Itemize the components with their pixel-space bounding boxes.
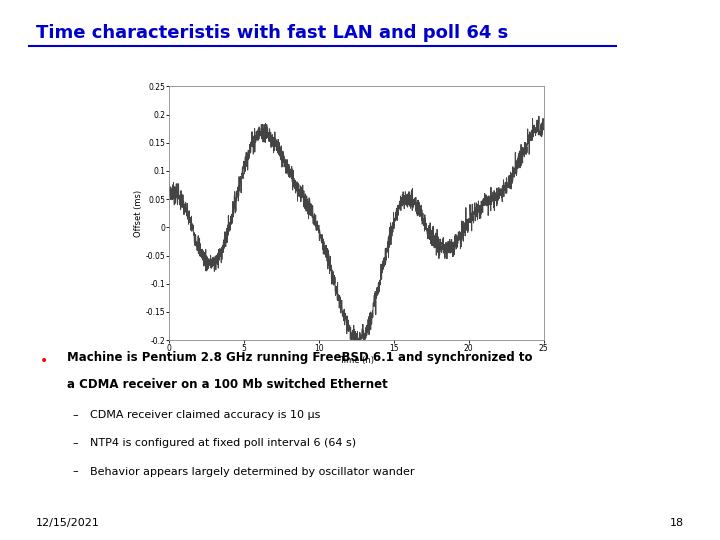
Text: •: • (40, 354, 48, 368)
Text: NTP4 is configured at fixed poll interval 6 (64 s): NTP4 is configured at fixed poll interva… (90, 438, 356, 449)
Text: a CDMA receiver on a 100 Mb switched Ethernet: a CDMA receiver on a 100 Mb switched Eth… (67, 378, 387, 391)
Text: Behavior appears largely determined by oscillator wander: Behavior appears largely determined by o… (90, 467, 415, 477)
X-axis label: Time (h): Time (h) (339, 356, 374, 365)
Text: Time characteristis with fast LAN and poll 64 s: Time characteristis with fast LAN and po… (36, 24, 508, 42)
Text: Machine is Pentium 2.8 GHz running FreeBSD 6.1 and synchronized to: Machine is Pentium 2.8 GHz running FreeB… (67, 351, 533, 364)
Text: 12/15/2021: 12/15/2021 (36, 518, 100, 528)
Y-axis label: Offset (ms): Offset (ms) (133, 190, 143, 237)
Text: –: – (72, 410, 78, 421)
Text: –: – (72, 438, 78, 449)
Text: CDMA receiver claimed accuracy is 10 μs: CDMA receiver claimed accuracy is 10 μs (90, 410, 320, 421)
Text: –: – (72, 467, 78, 477)
Text: 18: 18 (670, 518, 684, 528)
